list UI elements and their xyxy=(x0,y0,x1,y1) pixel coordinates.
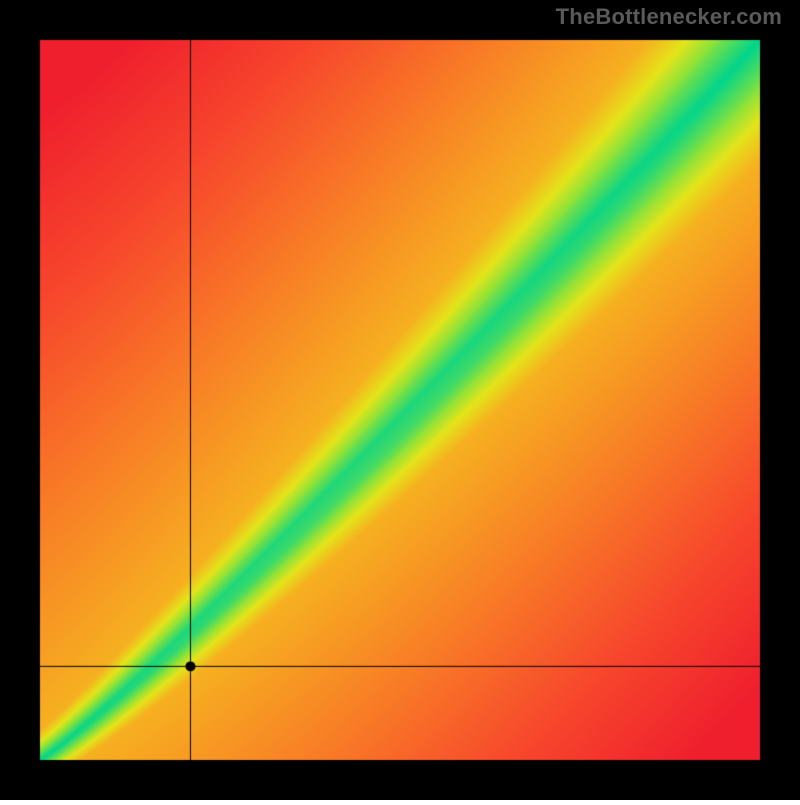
chart-root: TheBottlenecker.com xyxy=(0,0,800,800)
heatmap-canvas-wrap xyxy=(0,0,800,805)
heatmap-canvas xyxy=(0,0,800,800)
watermark-text: TheBottlenecker.com xyxy=(556,4,782,30)
